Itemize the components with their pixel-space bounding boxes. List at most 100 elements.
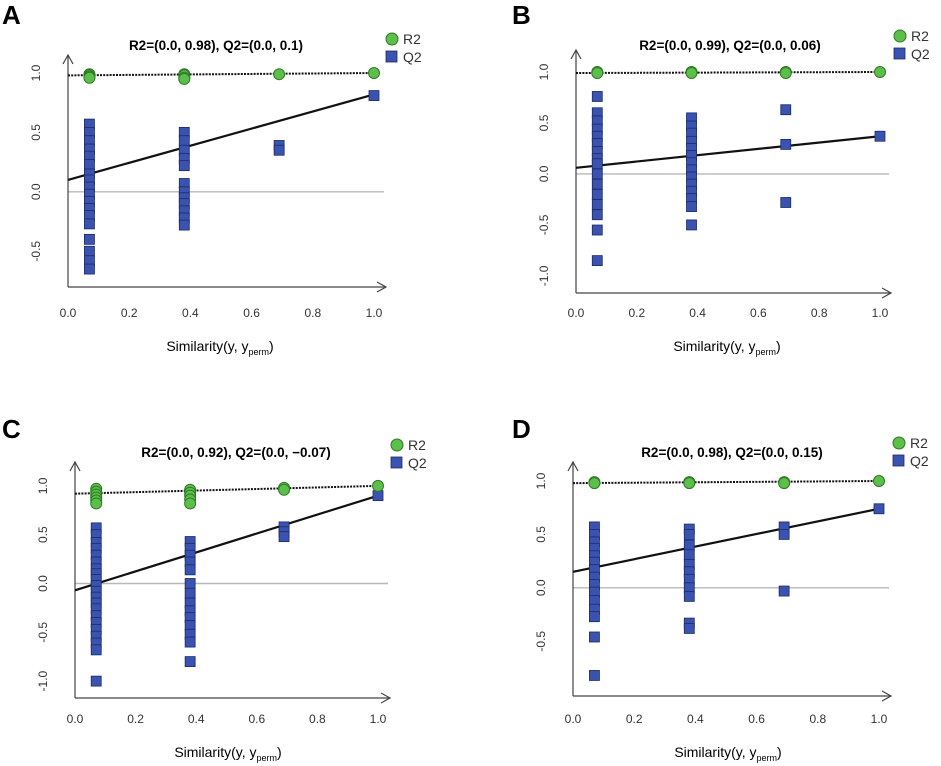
panel-c: C R2=(0.0, 0.92), Q2=(0.0, −0.07) 0.0 0.2 0… [2,414,427,763]
y-axis-arrow [567,460,579,472]
r2-regression-line [67,72,375,77]
q2-point [780,104,792,116]
chart-title: R2=(0.0, 0.92), Q2=(0.0, −0.07) [141,445,331,460]
legend-r2-label: R2 [910,435,928,451]
q2-point [780,197,792,208]
q2-point [184,564,196,576]
y-tick-label: -0.5 [537,214,551,235]
legend-q2-label: Q2 [408,455,427,471]
r2-point [178,72,191,85]
y-tick-label: 1.0 [36,477,50,494]
y-tick-label: 0.0 [537,165,551,182]
q2-regression-line [74,494,379,592]
y-tick-label: -0.5 [29,241,43,262]
q2-point [178,219,190,231]
x-tick-label: 0.0 [565,712,582,726]
q2-point [90,644,102,656]
q2-point [591,178,603,190]
x-tick-label: 0.6 [243,306,260,320]
x-tick-label: 0.0 [60,306,77,320]
q2-point [874,130,886,142]
q2-point [184,587,196,599]
q2-point [368,90,380,101]
r2-point [873,475,885,487]
q2-regression-line [67,93,375,182]
y-tick-label: -1.0 [537,265,551,286]
q2-point [84,233,95,245]
x-tick-label: 0.4 [188,712,205,726]
panel-a: A R2=(0.0, 0.98), Q2=(0.0, 0.1) 0.0 0.2 0.4… [2,0,422,357]
q2-regression-line [575,135,881,169]
x-tick-label: 0.8 [809,712,826,726]
x-tick-label: 0.2 [626,712,643,726]
q2-point [178,160,190,172]
x-axis-label: Similarity(y, yperm) [174,744,281,763]
x-axis-arrow [881,690,893,702]
y-tick-label: 0.0 [29,183,43,200]
y-axis-arrow [62,53,74,65]
r2-point [90,497,103,510]
q2-point [683,590,695,602]
x-axis-arrow [376,281,388,293]
x-tick-label: 0.2 [127,712,144,726]
x-tick-label: 1.0 [872,306,889,320]
x-tick-label: 0.2 [121,306,138,320]
q2-point [873,503,885,515]
legend-q2-marker [892,454,905,467]
panel-label-a: A [2,0,21,30]
x-tick-label: 1.0 [871,712,888,726]
q2-point [589,611,600,623]
r2-regression-line [575,71,881,75]
legend-q2-marker [385,50,398,63]
x-tick-label: 0.8 [811,306,828,320]
chart-title: R2=(0.0, 0.98), Q2=(0.0, 0.15) [641,445,823,460]
y-tick-label: 0.5 [29,124,43,141]
q2-point [84,159,95,170]
x-axis-label: Similarity(y, yperm) [166,338,273,357]
y-tick-label: 1.0 [29,64,43,81]
x-axis-label: Similarity(y, yperm) [673,338,780,357]
x-tick-label: 0.6 [750,306,767,320]
y-tick-label: -1.0 [36,670,50,691]
x-tick-label: 0.4 [689,306,706,320]
q2-point [184,578,196,589]
q2-point [589,670,600,681]
y-tick-label: 0.5 [537,114,551,131]
q2-point [686,219,697,231]
q2-point [178,135,190,147]
x-tick-label: 1.0 [370,712,387,726]
q2-point [591,91,603,102]
x-axis-arrow [881,287,893,299]
r2-point [779,67,792,80]
q2-point [778,585,790,597]
q2-point [591,224,603,236]
legend-r2-label: R2 [403,31,421,47]
x-tick-label: 0.4 [687,712,704,726]
x-axis-arrow [380,692,392,704]
q2-point [686,201,697,212]
x-tick-label: 0.0 [568,306,585,320]
chart-title: R2=(0.0, 0.99), Q2=(0.0, 0.06) [639,38,821,53]
x-tick-label: 0.6 [748,712,765,726]
legend-q2-marker [390,456,403,469]
legend-q2-label: Q2 [403,49,422,65]
y-tick-label: 0.5 [534,526,548,543]
r2-point [778,477,791,490]
q2-point [589,631,600,643]
r2-point [372,479,384,492]
y-tick-label: -0.5 [534,631,548,652]
q2-point [84,263,95,275]
r2-point [83,71,96,84]
q2-point [184,656,196,667]
q2-regression-line [572,507,880,573]
y-tick-label: -0.5 [36,622,50,643]
x-tick-label: 0.8 [304,306,321,320]
panel-d: D R2=(0.0, 0.98), Q2=(0.0, 0.15) 0.0 0.2 0.… [512,414,929,763]
legend-q2-label: Q2 [911,46,930,62]
legend-r2-label: R2 [911,28,929,44]
q2-point [591,209,603,221]
r2-regression-line [74,484,379,495]
x-tick-label: 0.8 [309,712,326,726]
r2-point [683,477,696,490]
legend-r2-marker [390,438,404,452]
